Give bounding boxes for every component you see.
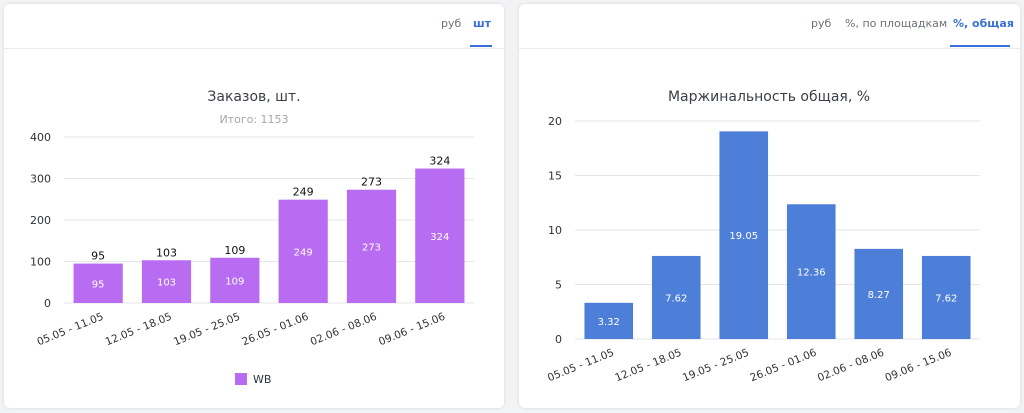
tab-percent-total[interactable]: %, общая (953, 17, 1014, 30)
bar-value-label: 324 (429, 155, 450, 168)
tab-rub-right[interactable]: руб (811, 17, 832, 30)
bar (346, 189, 397, 303)
y-tick-label: 0 (44, 297, 51, 310)
bar (719, 131, 769, 339)
x-tick-label: 26.05 - 01.06 (748, 347, 818, 385)
x-tick-label: 12.05 - 18.05 (104, 311, 174, 349)
bar (210, 257, 260, 303)
bar-value-label: 95 (91, 250, 105, 263)
tab-sht[interactable]: шт (473, 17, 492, 30)
bar (141, 260, 192, 303)
x-tick-label: 19.05 - 25.05 (681, 347, 751, 385)
bar (278, 199, 328, 303)
x-tick-label: 05.05 - 11.05 (546, 347, 616, 385)
chart-title: Заказов, шт. (207, 89, 300, 105)
y-tick-label: 400 (30, 131, 51, 144)
margin-chart-card: руб %, по площадкам %, общая Маржинально… (519, 4, 1020, 408)
bar-value-label: 273 (361, 176, 382, 189)
bar (584, 302, 634, 339)
bar (73, 263, 123, 303)
tab-rub-left[interactable]: руб (441, 17, 462, 30)
bar-inner-label: 249 (294, 247, 313, 258)
bar-inner-label: 103 (157, 278, 176, 289)
y-tick-label: 20 (548, 115, 562, 128)
tab-percent-by-platform[interactable]: %, по площадкам (845, 17, 948, 30)
bar-inner-label: 19.05 (729, 231, 758, 242)
chart-title: Маржинальность общая, % (668, 89, 870, 105)
bar-inner-label: 3.32 (598, 317, 620, 328)
bar (415, 168, 465, 303)
y-tick-label: 200 (30, 214, 51, 227)
bar-value-label: 109 (224, 244, 245, 257)
x-tick-label: 09.06 - 15.06 (883, 347, 953, 385)
legend-label: WB (253, 373, 271, 386)
bar-inner-label: 12.36 (797, 268, 826, 279)
bar-value-label: 103 (156, 246, 177, 259)
bar-value-label: 249 (293, 186, 314, 199)
bar-inner-label: 7.62 (935, 293, 957, 304)
x-tick-label: 12.05 - 18.05 (613, 347, 683, 385)
legend-swatch (235, 373, 247, 385)
left-unit-tabs: руб шт (4, 4, 504, 49)
bar (854, 248, 904, 339)
bar (786, 204, 836, 339)
x-tick-label: 05.05 - 11.05 (35, 311, 105, 349)
y-tick-label: 5 (555, 279, 562, 292)
x-tick-label: 02.06 - 08.06 (309, 311, 379, 349)
orders-bar-chart: Заказов, шт. Итого: 1153 0 100 200 300 400 95 95… (30, 89, 474, 386)
y-tick-label: 0 (555, 333, 562, 346)
bar-inner-label: 95 (92, 279, 105, 290)
y-tick-label: 15 (548, 170, 562, 183)
bar-inner-label: 109 (225, 276, 244, 287)
x-tick-label: 19.05 - 25.05 (172, 311, 242, 349)
x-tick-label: 26.05 - 01.06 (240, 311, 310, 349)
right-unit-tabs: руб %, по площадкам %, общая (519, 4, 1020, 49)
x-tick-label: 09.06 - 15.06 (377, 311, 447, 349)
orders-chart-card: руб шт Заказов, шт. Итого: 1153 0 100 200 300… (4, 4, 504, 408)
y-tick-label: 100 (30, 256, 51, 269)
bar-inner-label: 8.27 (868, 290, 890, 301)
y-tick-label: 300 (30, 173, 51, 186)
bar (921, 255, 971, 339)
active-tab-indicator (470, 45, 492, 47)
bar-inner-label: 324 (430, 232, 449, 243)
bar (651, 255, 701, 339)
active-tab-indicator (950, 45, 1010, 47)
margin-bar-chart: Маржинальность общая, % 0 5 10 15 20 3.32 05.05… (546, 89, 980, 385)
chart-subtitle: Итого: 1153 (219, 113, 288, 126)
bar-inner-label: 7.62 (665, 293, 687, 304)
bar-inner-label: 273 (362, 242, 381, 253)
x-tick-label: 02.06 - 08.06 (816, 347, 886, 385)
y-tick-label: 10 (548, 224, 562, 237)
